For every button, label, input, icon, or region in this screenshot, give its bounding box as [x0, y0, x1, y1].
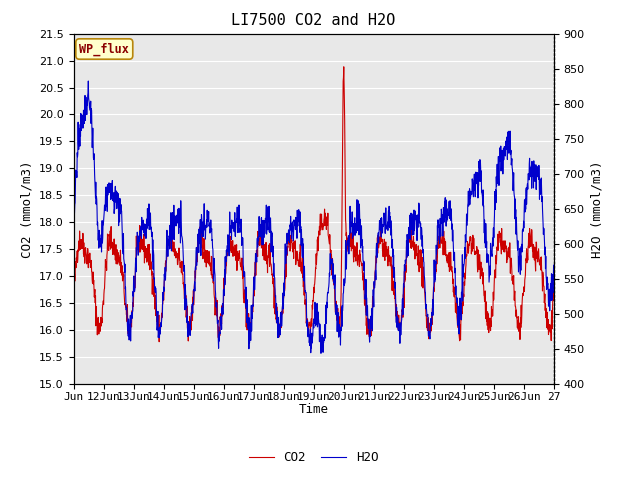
Title: LI7500 CO2 and H2O: LI7500 CO2 and H2O — [232, 13, 396, 28]
CO2 — [79, 245, 86, 251]
CO2 — [340, 64, 348, 70]
CO2 — [316, 224, 323, 229]
H2O — [70, 222, 77, 228]
Y-axis label: H2O (mmol/m3): H2O (mmol/m3) — [590, 160, 603, 258]
H2O — [317, 350, 324, 356]
H2O — [156, 324, 164, 330]
H2O — [79, 115, 86, 121]
H2O — [520, 228, 527, 234]
CO2 — [287, 237, 295, 242]
CO2 — [156, 322, 164, 328]
Legend: CO2, H2O: CO2, H2O — [244, 446, 383, 469]
H2O — [84, 78, 92, 84]
Line: CO2: CO2 — [74, 67, 554, 342]
H2O — [287, 227, 295, 233]
Text: WP_flux: WP_flux — [79, 42, 129, 56]
H2O — [316, 339, 323, 345]
CO2 — [401, 267, 409, 273]
Line: H2O: H2O — [74, 81, 554, 353]
Y-axis label: CO2 (mmol/m3): CO2 (mmol/m3) — [20, 160, 33, 258]
H2O — [550, 262, 557, 268]
CO2 — [70, 289, 77, 295]
H2O — [401, 268, 409, 274]
X-axis label: Time: Time — [299, 403, 328, 416]
CO2 — [550, 298, 557, 303]
CO2 — [520, 290, 527, 296]
CO2 — [156, 339, 163, 345]
